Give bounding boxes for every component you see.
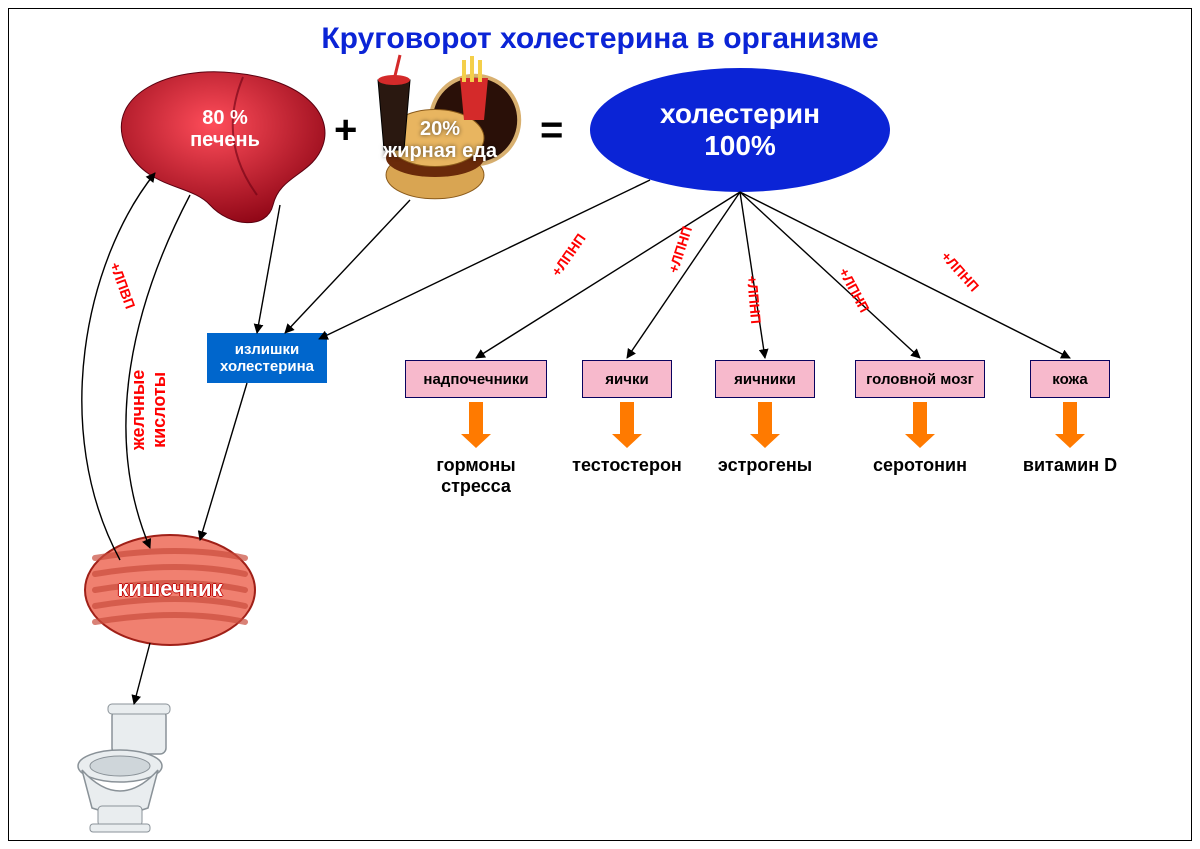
equals-sign: = (540, 108, 563, 153)
organ-box: кожа (1030, 360, 1110, 398)
food-label: 20% жирная еда (360, 118, 520, 162)
organ-product: серотонин (840, 455, 1000, 476)
organ-product: тестостерон (547, 455, 707, 476)
excess-box: излишки холестерина (207, 333, 327, 383)
organ-box: яичники (715, 360, 815, 398)
organ-product: эстрогены (685, 455, 845, 476)
organ-box: надпочечники (405, 360, 547, 398)
cholesterol-label: холестерин 100% (590, 68, 890, 192)
liver-label: 80 % печень (155, 107, 295, 151)
organ-product: гормоны стресса (396, 455, 556, 497)
intestine-label: кишечник (90, 576, 250, 602)
edge-label-bile: желчные кислоты (128, 370, 170, 450)
organ-box: головной мозг (855, 360, 985, 398)
plus-sign: + (334, 108, 357, 153)
organ-product: витамин D (990, 455, 1150, 476)
organ-box: яички (582, 360, 672, 398)
